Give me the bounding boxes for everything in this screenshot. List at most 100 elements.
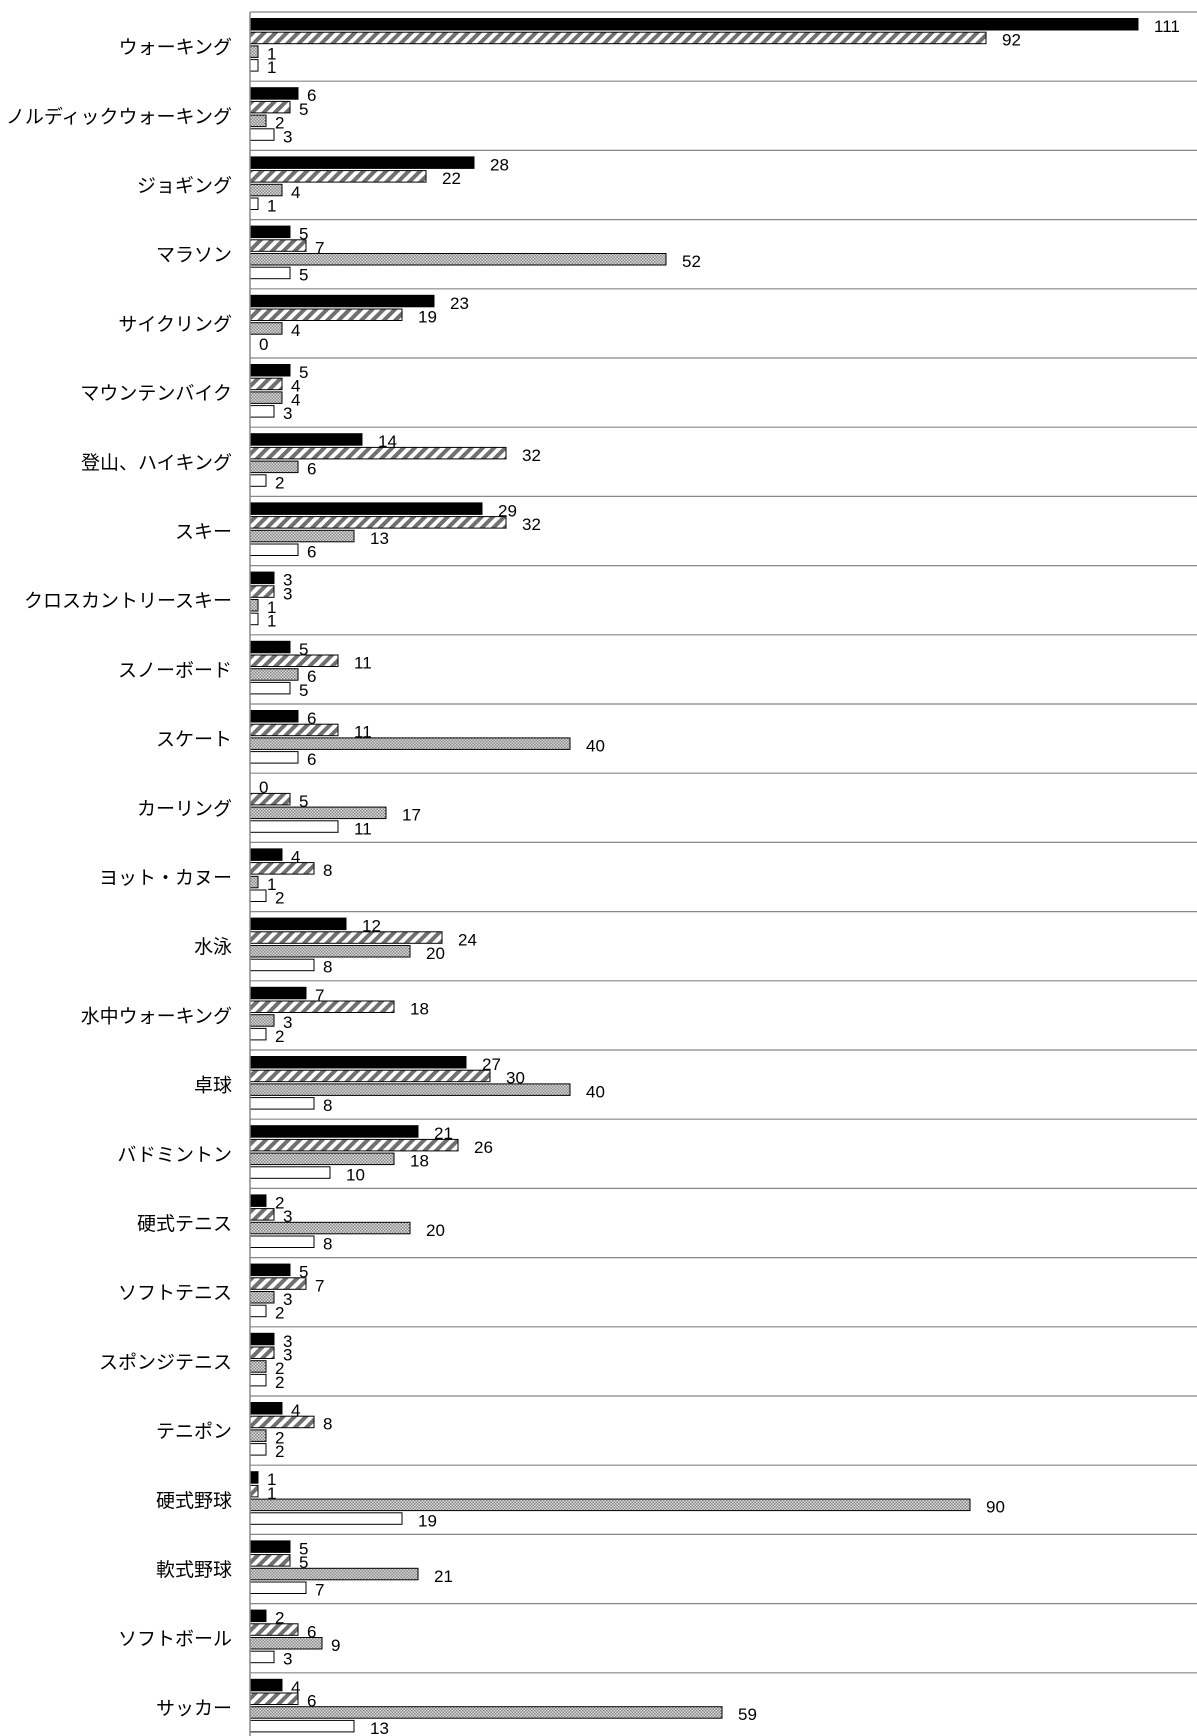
data-label: 4 (291, 390, 300, 409)
data-label: 2 (275, 1609, 284, 1628)
bar (249, 1484, 259, 1498)
data-label: 3 (283, 1013, 292, 1032)
bar (249, 1567, 419, 1581)
bar (249, 1194, 267, 1207)
data-label: 2 (275, 1442, 284, 1461)
data-label: 92 (1002, 31, 1021, 50)
data-label: 5 (299, 100, 308, 119)
bar (249, 114, 267, 128)
data-label: 7 (315, 1581, 324, 1600)
category-label: 登山、ハイキング (81, 452, 232, 474)
data-label: 20 (426, 944, 445, 963)
bar (249, 253, 667, 266)
data-label: 11 (354, 819, 372, 838)
category-label: ジョギング (137, 175, 232, 197)
category-label: ソフトボール (118, 1628, 232, 1650)
data-label: 4 (291, 321, 300, 340)
bar (249, 156, 475, 169)
data-label: 18 (410, 1152, 429, 1171)
data-label: 13 (370, 529, 389, 548)
data-label: 32 (522, 515, 541, 534)
bar (249, 862, 315, 875)
data-label: 8 (323, 861, 332, 880)
data-label: 4 (291, 183, 300, 202)
bar (249, 958, 315, 972)
data-label: 3 (283, 404, 292, 423)
data-label: 4 (291, 1401, 300, 1420)
data-label: 5 (299, 1553, 308, 1572)
data-label: 6 (307, 543, 316, 562)
data-label: 27 (482, 1055, 501, 1074)
bar (249, 737, 571, 750)
bar (249, 45, 259, 58)
bar (249, 1373, 267, 1387)
bar (249, 751, 299, 764)
data-label: 52 (682, 252, 701, 271)
bar (249, 571, 275, 585)
bar (249, 1208, 275, 1221)
data-label: 32 (522, 446, 541, 465)
bar (249, 87, 299, 100)
data-label: 2 (275, 1193, 284, 1212)
category-separators (250, 11, 1197, 1674)
data-label: 1 (267, 197, 276, 216)
category-label: 卓球 (194, 1075, 232, 1097)
bar (249, 543, 299, 556)
bar (249, 723, 339, 737)
data-label: 8 (323, 1235, 332, 1254)
data-label: 3 (283, 1290, 292, 1309)
category-label: クロスカントリースキー (24, 590, 232, 612)
bar (249, 1263, 291, 1277)
bar (249, 681, 291, 695)
bar (249, 612, 259, 626)
data-label: 23 (450, 294, 469, 313)
bar (249, 1498, 971, 1512)
category-label: ウォーキング (119, 37, 232, 59)
bar (249, 364, 291, 377)
data-label: 5 (299, 681, 308, 700)
data-label: 26 (474, 1138, 493, 1157)
bar (249, 668, 299, 681)
bar (249, 986, 307, 1000)
data-label: 8 (323, 1415, 332, 1434)
bar (249, 1346, 275, 1359)
bar (249, 1166, 331, 1179)
data-label: 8 (323, 1096, 332, 1115)
labels: ウォーキング1119211ノルディックウォーキング6523ジョギング282241… (6, 17, 1180, 1736)
bar (249, 239, 307, 252)
data-label: 18 (410, 1000, 429, 1019)
data-label: 5 (299, 225, 308, 244)
bar (249, 1360, 267, 1373)
data-label: 3 (283, 584, 292, 603)
bar (249, 1719, 355, 1733)
bar (249, 1152, 395, 1166)
bar (249, 1609, 267, 1623)
data-label: 1 (267, 1470, 276, 1489)
data-label: 2 (275, 1373, 284, 1392)
category-label: サイクリング (118, 313, 232, 335)
data-label: 30 (506, 1069, 525, 1088)
data-label: 3 (283, 1332, 292, 1351)
data-label: 7 (315, 986, 324, 1005)
bar (249, 1069, 491, 1083)
data-label: 5 (299, 792, 308, 811)
data-label: 3 (283, 571, 292, 590)
data-label: 3 (283, 1650, 292, 1669)
bar (249, 1623, 299, 1636)
bars (249, 18, 1139, 1733)
data-label: 24 (458, 930, 477, 949)
bar (249, 460, 299, 474)
data-label: 5 (299, 363, 308, 382)
category-label: 軟式野球 (156, 1559, 232, 1581)
category-label: サッカー (156, 1697, 232, 1719)
bar (249, 1429, 267, 1442)
bar (249, 931, 443, 944)
data-label: 17 (402, 806, 421, 825)
data-label: 4 (291, 1678, 300, 1697)
data-label: 11 (354, 723, 372, 742)
bar (249, 945, 411, 958)
bar (249, 170, 427, 183)
data-label: 8 (323, 958, 332, 977)
data-label: 6 (307, 667, 316, 686)
category-label: バドミントン (117, 1144, 232, 1166)
